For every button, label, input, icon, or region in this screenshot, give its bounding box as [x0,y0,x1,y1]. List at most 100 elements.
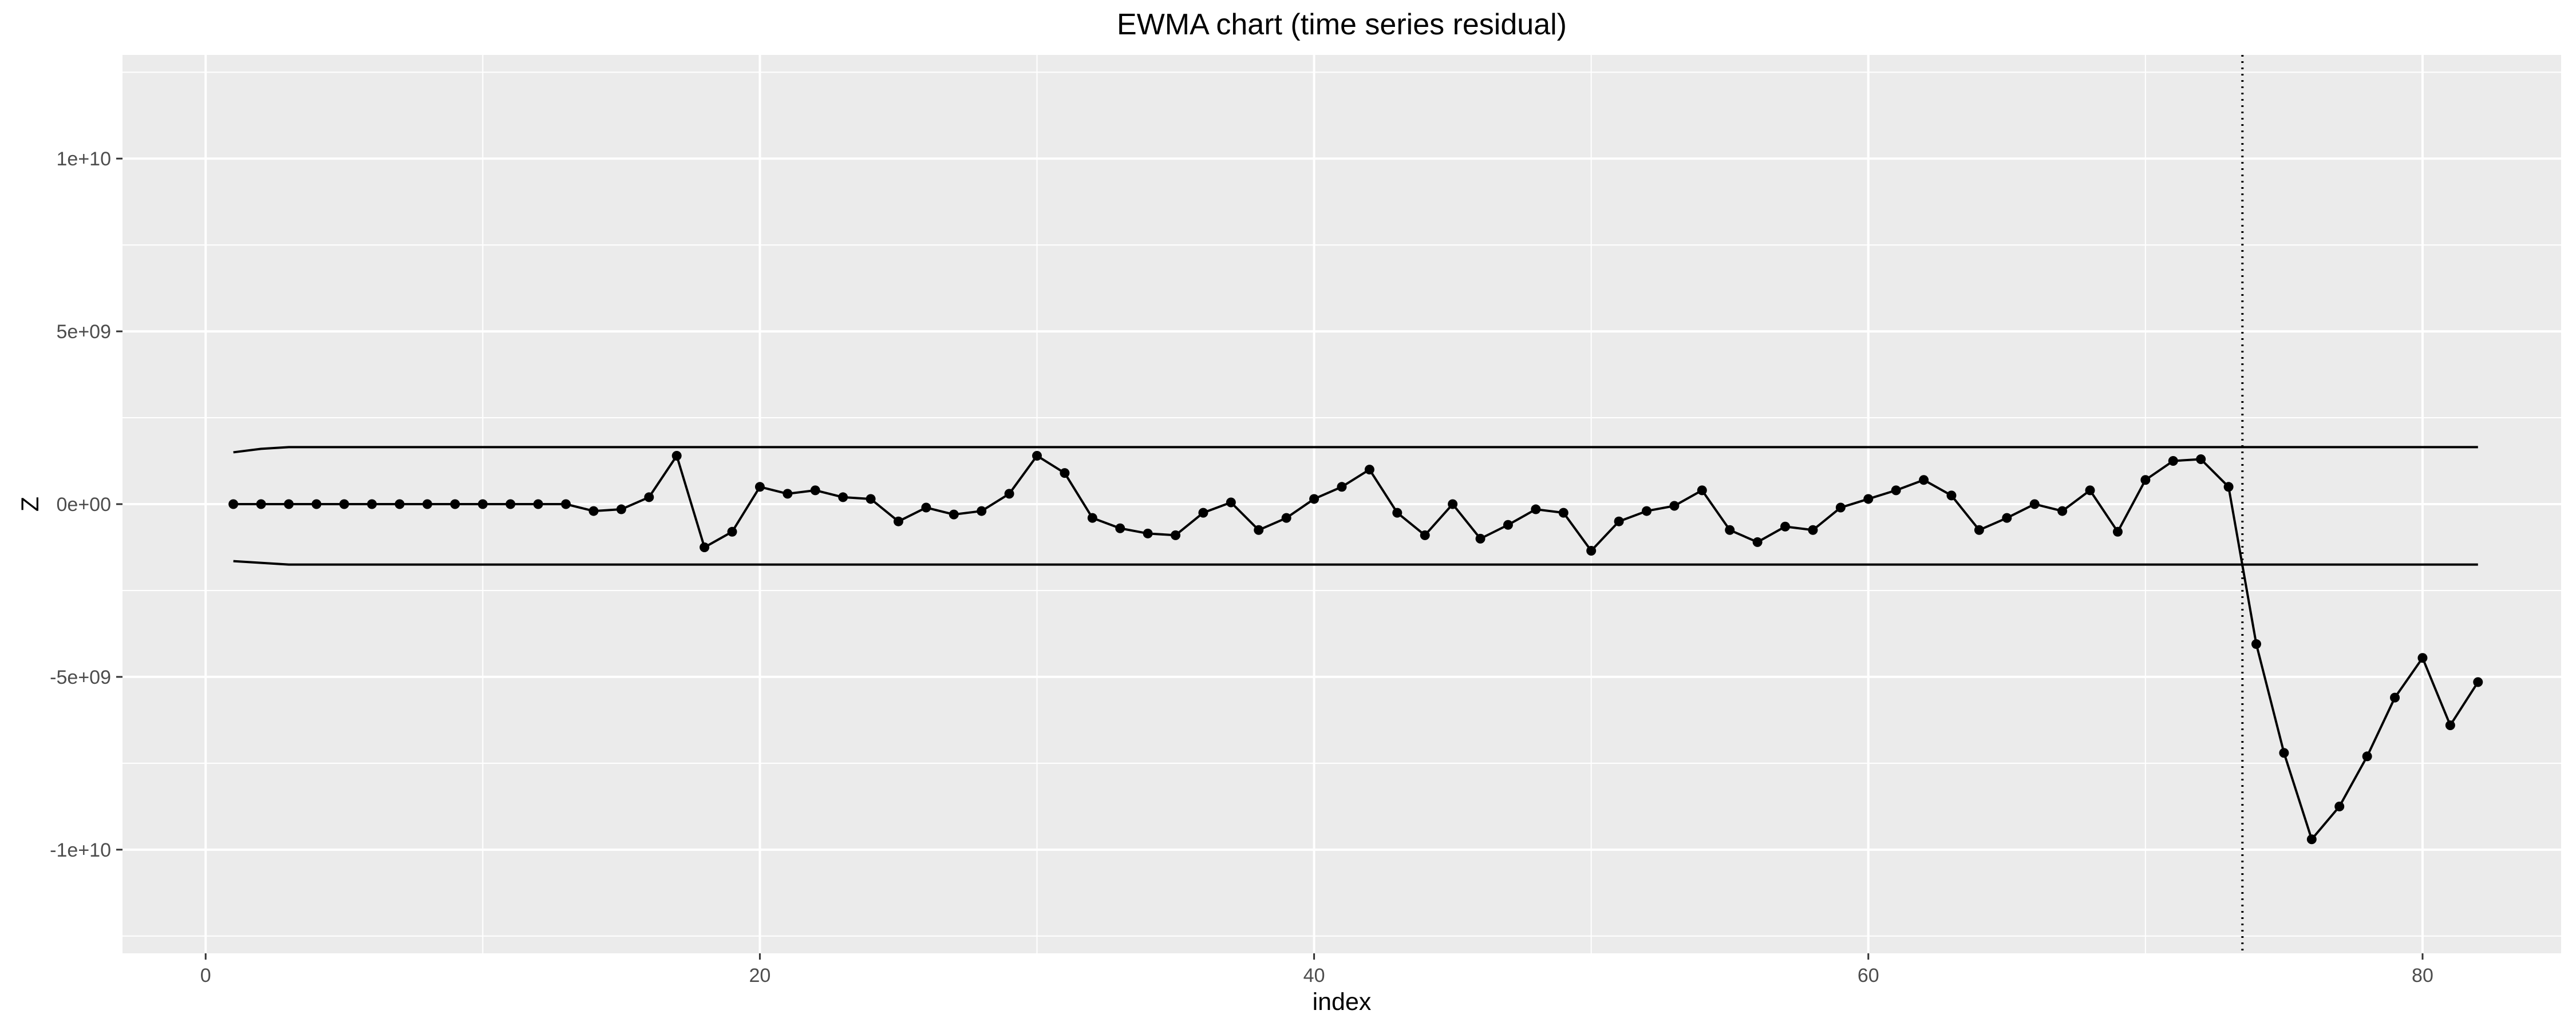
data-point [783,489,793,499]
lower-control-limit [233,560,2478,566]
y-axis-ticks: -1e+10 -5e+09 0e+00 5e+09 1e+10 [50,148,123,861]
data-point [1725,525,1735,535]
data-point [2223,482,2234,492]
y-axis-title: Z [17,497,44,512]
series-line [233,454,2479,841]
data-point [561,499,571,509]
data-point [1143,528,1153,538]
data-point [810,485,820,496]
data-point [1974,525,1984,535]
x-tick-label: 40 [1303,965,1325,987]
data-point [2251,639,2261,649]
data-point [977,506,987,516]
x-tick-label: 60 [1858,965,1879,987]
data-point [2085,485,2095,496]
data-point [1226,497,1236,508]
data-point [588,506,599,516]
ewma-series [228,450,2483,845]
data-point [1891,485,1901,496]
data-point [754,482,765,492]
data-point [2002,513,2012,523]
data-point [477,499,488,509]
chart-title: EWMA chart (time series residual) [1117,8,1567,41]
data-point [1919,475,1929,485]
data-point [1337,482,1347,492]
data-point [700,542,710,552]
y-tick-label: 1e+10 [57,148,112,170]
data-point [1503,520,1513,530]
data-point [1364,465,1374,475]
data-point [2390,692,2400,703]
control-limits [233,446,2478,566]
data-point [450,499,460,509]
data-point [1309,494,1319,504]
data-point [1032,450,1042,461]
data-point [2168,456,2178,466]
data-point [671,450,682,461]
upper-control-limit [233,446,2478,454]
data-point [1254,525,1264,535]
y-tick-label: 0e+00 [57,494,112,516]
data-point [1420,530,1430,540]
data-point [1004,489,1014,499]
data-point [1863,494,1874,504]
data-point [505,499,516,509]
data-point [2029,499,2040,509]
data-point [866,494,876,504]
data-point [2306,834,2317,845]
data-point [1780,521,1791,532]
y-tick-label: -5e+09 [50,667,111,688]
data-point [1669,501,1680,511]
data-point [1642,506,1652,516]
data-point [727,526,737,537]
data-point [1392,508,1402,518]
data-point [1198,508,1208,518]
data-point [228,499,239,509]
y-tick-label: 5e+09 [57,321,112,343]
data-point [2362,751,2372,762]
data-point [311,499,322,509]
data-point [1281,513,1291,523]
data-point [616,504,626,514]
data-point [2473,677,2483,687]
x-tick-label: 0 [200,965,211,987]
data-point [644,492,654,502]
data-point [339,499,349,509]
data-point [1835,502,1846,513]
data-point [921,502,931,513]
y-tick-label: -1e+10 [50,839,111,861]
data-point [1808,525,1818,535]
data-point [2279,748,2289,758]
data-point [2140,475,2151,485]
data-point [1558,508,1568,518]
data-point [422,499,432,509]
data-point [1171,530,1181,540]
data-point [1586,546,1597,556]
x-tick-label: 80 [2412,965,2433,987]
data-point [2196,454,2206,464]
data-point [2334,801,2345,811]
data-point [2112,526,2123,537]
data-point [838,492,848,502]
data-point [1614,516,1624,526]
data-point [533,499,543,509]
data-point [1475,533,1485,544]
data-point [1115,523,1125,533]
data-point [949,509,959,520]
data-point [1752,537,1763,547]
x-axis-title: index [1313,988,1372,1016]
data-point [394,499,405,509]
data-point [2057,506,2068,516]
data-point [1060,468,1070,478]
data-point [2445,720,2455,730]
data-point [893,516,903,526]
data-point [256,499,266,509]
data-point [1531,504,1541,514]
data-point [2417,653,2428,663]
data-point [1697,485,1707,496]
data-point [1087,513,1097,523]
x-axis-ticks: 0 20 40 60 80 [200,953,2433,987]
data-point [367,499,377,509]
data-point [283,499,294,509]
